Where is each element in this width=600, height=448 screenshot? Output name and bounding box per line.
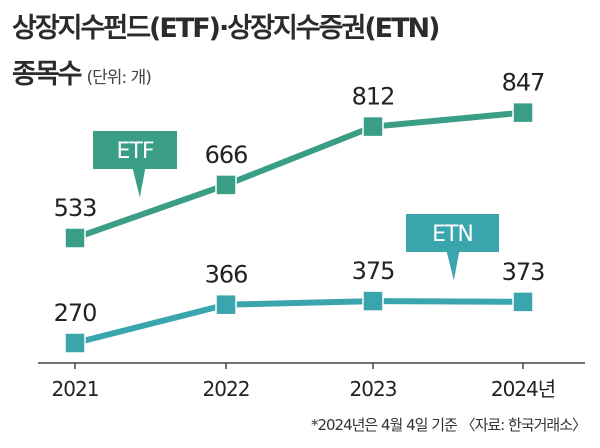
data-label-etf-3: 847 bbox=[502, 69, 545, 97]
x-tick-label-0: 2021 bbox=[52, 377, 99, 401]
chart-subtitle-row: 종목수 (단위: 개) bbox=[12, 52, 152, 91]
unit-label: (단위: 개) bbox=[86, 68, 152, 88]
data-label-etn-3: 373 bbox=[502, 258, 545, 286]
legend-callout-etn bbox=[404, 212, 501, 286]
data-label-etf-1: 666 bbox=[205, 141, 248, 169]
data-point-etn-3 bbox=[512, 291, 534, 313]
legend-callout-etf bbox=[91, 129, 179, 203]
data-point-etn-0 bbox=[64, 332, 86, 354]
chart-subtitle: 종목수 bbox=[12, 59, 83, 90]
data-label-etn-0: 270 bbox=[54, 299, 97, 327]
series-line-etf bbox=[74, 109, 524, 241]
data-point-etf-0 bbox=[64, 227, 86, 249]
data-label-etn-2: 375 bbox=[352, 257, 395, 285]
data-label-etf-0: 533 bbox=[54, 194, 97, 222]
chart-title: 상장지수펀드(ETF)·상장지수증권(ETN) bbox=[12, 13, 440, 44]
data-point-etf-1 bbox=[215, 174, 237, 196]
x-tick-label-1: 2022 bbox=[203, 377, 250, 401]
data-label-etf-2: 812 bbox=[352, 83, 395, 111]
data-point-etf-2 bbox=[362, 115, 384, 138]
data-point-etf-3 bbox=[512, 101, 534, 124]
legend-label-etn: ETN bbox=[432, 222, 473, 247]
footnote: *2024년은 4월 4일 기준 〈자료: 한국거래소〉 bbox=[310, 416, 587, 434]
data-point-etn-2 bbox=[362, 290, 384, 312]
series-line-etn bbox=[74, 298, 524, 346]
data-point-etn-1 bbox=[215, 293, 237, 316]
data-label-etn-1: 366 bbox=[205, 261, 248, 289]
x-tick-label-2: 2023 bbox=[350, 377, 397, 401]
x-tick-label-3: 2024년 bbox=[491, 377, 555, 401]
legend-label-etf: ETF bbox=[117, 139, 154, 164]
